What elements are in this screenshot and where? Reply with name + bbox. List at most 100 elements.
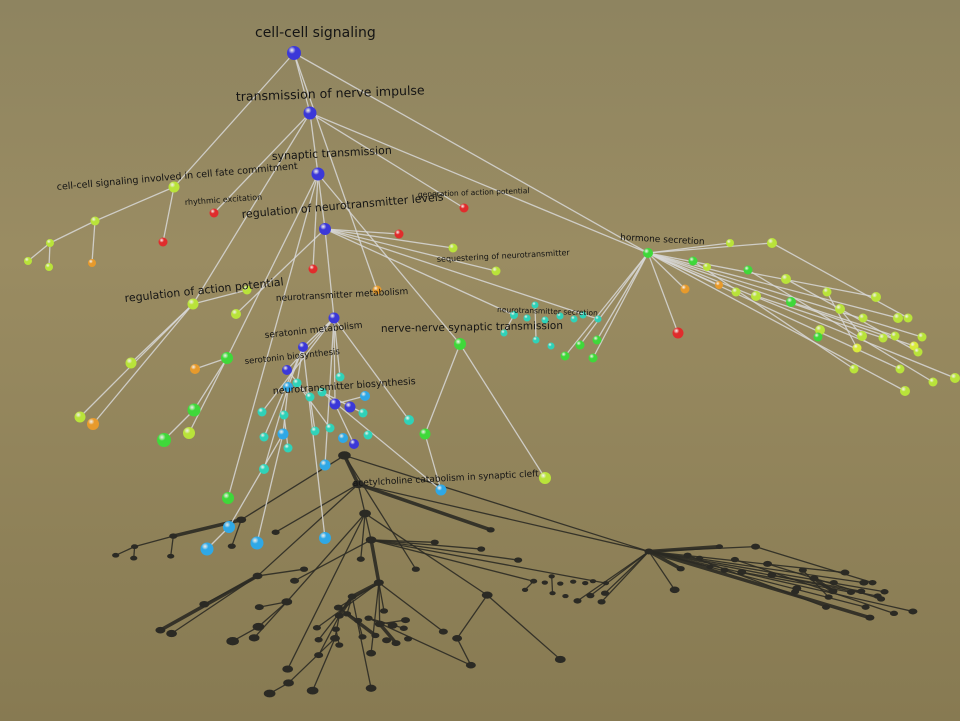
graph-node-h4[interactable]	[703, 263, 711, 271]
graph-node-rr3[interactable]	[459, 203, 469, 213]
graph-node-s10[interactable]	[547, 342, 555, 350]
graph-node-cf1[interactable]	[90, 216, 100, 226]
graph-node-h27[interactable]	[849, 364, 859, 374]
graph-node-h21[interactable]	[878, 333, 888, 343]
graph-node-t13[interactable]	[325, 423, 335, 433]
graph-node-ra7[interactable]	[157, 433, 171, 447]
graph-node-n6[interactable]	[298, 342, 308, 352]
graph-node-b7[interactable]	[259, 464, 269, 474]
graph-node-h18[interactable]	[815, 325, 825, 335]
graph-node-h20[interactable]	[857, 331, 867, 341]
graph-node-t2[interactable]	[283, 382, 293, 392]
graph-node-s7[interactable]	[579, 311, 587, 319]
graph-node-t3[interactable]	[292, 378, 302, 388]
graph-node-t5[interactable]	[305, 392, 315, 402]
graph-node-ra2[interactable]	[74, 411, 86, 423]
graph-node-hr[interactable]	[672, 327, 684, 339]
graph-node-s11[interactable]	[560, 351, 570, 361]
graph-node-h24[interactable]	[852, 343, 862, 353]
graph-node-t14[interactable]	[277, 428, 289, 440]
graph-node-nn2[interactable]	[539, 472, 551, 484]
graph-node-b6[interactable]	[319, 459, 331, 471]
graph-node-t12[interactable]	[279, 410, 289, 420]
graph-node-t8[interactable]	[360, 391, 370, 401]
graph-node-t19[interactable]	[283, 443, 293, 453]
graph-node-h12[interactable]	[822, 287, 832, 297]
graph-node-sq2[interactable]	[491, 266, 501, 276]
graph-node-t20[interactable]	[404, 415, 414, 425]
graph-node-h19[interactable]	[813, 332, 823, 342]
graph-node-s12[interactable]	[575, 340, 585, 350]
graph-node-t18[interactable]	[363, 430, 373, 440]
graph-node-s15[interactable]	[500, 329, 508, 337]
graph-node-h8[interactable]	[781, 274, 791, 284]
graph-node-h31[interactable]	[900, 386, 910, 396]
graph-node-s1[interactable]	[510, 311, 518, 319]
graph-node-h10[interactable]	[751, 291, 761, 301]
graph-node-b1[interactable]	[222, 492, 234, 504]
graph-node-h11[interactable]	[786, 297, 796, 307]
graph-node-s5[interactable]	[556, 312, 564, 320]
graph-node-ra4[interactable]	[190, 364, 200, 374]
graph-node-s13[interactable]	[592, 335, 602, 345]
graph-node-t10[interactable]	[317, 387, 327, 397]
graph-node-b3[interactable]	[200, 542, 214, 556]
graph-node-s4[interactable]	[541, 316, 549, 324]
graph-node-h1[interactable]	[680, 284, 690, 294]
graph-node-s8[interactable]	[594, 315, 602, 323]
graph-node-h26[interactable]	[913, 347, 923, 357]
graph-node-sq1[interactable]	[448, 243, 458, 253]
graph-node-rr1[interactable]	[209, 208, 219, 218]
graph-node-cf3[interactable]	[24, 257, 32, 265]
graph-node-t4[interactable]	[335, 372, 345, 382]
graph-node-cf[interactable]	[168, 181, 180, 193]
graph-node-h3[interactable]	[688, 256, 698, 266]
graph-node-t21[interactable]	[310, 426, 320, 436]
graph-node-hs[interactable]	[643, 248, 653, 258]
graph-node-cf5[interactable]	[88, 259, 96, 267]
graph-node-b5[interactable]	[319, 532, 331, 544]
graph-node-cf4[interactable]	[45, 263, 53, 271]
graph-node-h29[interactable]	[950, 373, 960, 383]
graph-node-h6[interactable]	[767, 238, 777, 248]
graph-node-s2[interactable]	[523, 314, 531, 322]
graph-node-ra3[interactable]	[87, 418, 99, 430]
graph-node-ra1[interactable]	[125, 357, 137, 369]
graph-node-h16[interactable]	[893, 313, 903, 323]
graph-node-s6[interactable]	[570, 315, 578, 323]
graph-node-h17[interactable]	[903, 313, 913, 323]
graph-node-h23[interactable]	[917, 332, 927, 342]
graph-node-t7[interactable]	[344, 401, 356, 413]
graph-node-rr5[interactable]	[308, 264, 318, 274]
graph-node-nn1[interactable]	[419, 428, 431, 440]
graph-node-rap[interactable]	[187, 298, 199, 310]
graph-node-h2[interactable]	[715, 281, 723, 289]
graph-node-h13[interactable]	[835, 304, 845, 314]
graph-node-ra8[interactable]	[183, 427, 195, 439]
graph-node-nn[interactable]	[454, 338, 466, 350]
graph-node-nm[interactable]	[372, 285, 382, 295]
graph-node-ra9[interactable]	[231, 309, 241, 319]
graph-node-n5[interactable]	[328, 312, 340, 324]
graph-node-h28[interactable]	[895, 364, 905, 374]
graph-node-h5[interactable]	[726, 239, 734, 247]
graph-node-b2[interactable]	[223, 521, 235, 533]
graph-node-rr4[interactable]	[394, 229, 404, 239]
graph-node-t6[interactable]	[329, 398, 341, 410]
graph-node-cf2[interactable]	[46, 239, 54, 247]
graph-node-ra5[interactable]	[221, 352, 233, 364]
graph-node-t11[interactable]	[257, 407, 267, 417]
graph-node-n4[interactable]	[319, 223, 331, 235]
graph-node-h9[interactable]	[731, 287, 741, 297]
graph-node-rr2[interactable]	[158, 237, 168, 247]
graph-node-h22[interactable]	[890, 331, 900, 341]
graph-node-s3[interactable]	[531, 301, 539, 309]
graph-node-h14[interactable]	[871, 292, 881, 302]
graph-node-t1[interactable]	[282, 365, 292, 375]
graph-node-s9[interactable]	[532, 336, 540, 344]
graph-node-t17[interactable]	[349, 439, 359, 449]
graph-node-n1[interactable]	[287, 46, 301, 60]
graph-node-s14[interactable]	[588, 353, 598, 363]
graph-node-h7[interactable]	[743, 265, 753, 275]
